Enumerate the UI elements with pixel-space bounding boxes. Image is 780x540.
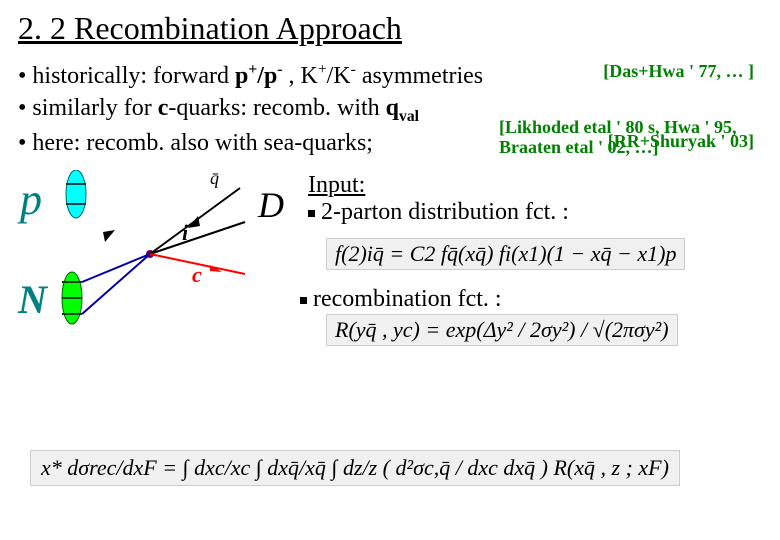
b2-val: val: [399, 108, 419, 125]
bullet-2: • similarly for c-quarks: recomb. with q…: [18, 92, 762, 127]
b1-post: asymmetries: [356, 63, 483, 89]
recombination-diagram: q̄ i c: [60, 170, 260, 330]
formula-cross-section: x* dσrec/dxF = ∫ dxc/xc ∫ dxq̄/xq̄ ∫ dz/…: [30, 450, 680, 486]
cite-3: [RR+Shuryak ' 03]: [608, 129, 754, 153]
b2-pre: • similarly for: [18, 95, 158, 121]
b1-pi: p: [235, 63, 248, 89]
input-item2: recombination fct. :: [313, 286, 502, 312]
b2-q: q: [386, 95, 399, 121]
bullet-square-icon: [300, 297, 307, 304]
b2-c: c: [158, 95, 169, 121]
bullet-3: • here: recomb. also with sea-quarks; [R…: [18, 127, 762, 159]
section-title: 2. 2 Recombination Approach: [0, 0, 780, 53]
bullet-square-icon: [308, 210, 315, 217]
formula-distribution: f(2)iq̄ = C2 fq̄(xq̄) fi(x1)(1 − xq̄ − x…: [326, 238, 685, 270]
b1-pi2: p: [264, 63, 277, 89]
n-symbol: N: [18, 276, 47, 323]
d-symbol: D: [258, 184, 284, 226]
cite-1: [Das+Hwa ' 77, … ]: [603, 59, 754, 83]
b1-plus: +: [248, 61, 257, 78]
b3-text: • here: recomb. also with sea-quarks;: [18, 130, 373, 156]
b1-midplus: +: [318, 61, 327, 78]
pi-symbol: p: [20, 174, 42, 225]
input-heading: Input:: [308, 172, 365, 198]
svg-text:i: i: [182, 220, 189, 245]
b1-mid: , K: [283, 63, 318, 89]
input-item2-row: recombination fct. :: [300, 286, 502, 313]
bullet-list: • historically: forward p+/p- , K+/K- as…: [0, 53, 780, 160]
input-block: Input: 2-parton distribution fct. :: [308, 172, 569, 226]
b2-mid: -quarks: recomb. with: [168, 95, 385, 121]
svg-text:q̄: q̄: [210, 170, 219, 188]
b1-slash: /: [257, 63, 264, 89]
svg-text:c: c: [192, 262, 202, 287]
b1-mids: /K: [327, 63, 351, 89]
mid-region: p N D q̄ i c Input: 2-parton distri: [0, 166, 780, 336]
input-item1: 2-parton distribution fct. :: [321, 199, 569, 225]
formula-recombination: R(yq̄ , yc) = exp(Δy² / 2σy²) / √(2πσy²): [326, 314, 678, 346]
bullet-1: • historically: forward p+/p- , K+/K- as…: [18, 59, 762, 92]
b1-pre: • historically: forward: [18, 63, 235, 89]
